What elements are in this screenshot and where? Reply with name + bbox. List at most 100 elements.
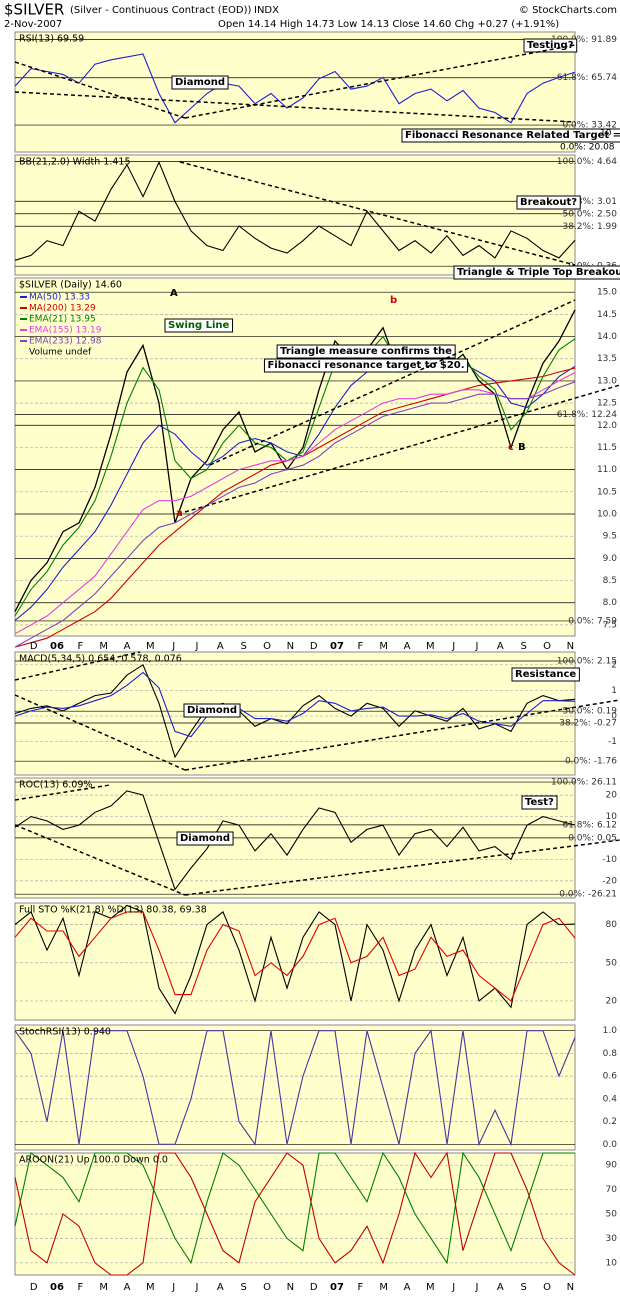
x-tick-label: F bbox=[77, 1282, 83, 1293]
x-tick-label: O bbox=[543, 1282, 551, 1293]
x-tick-label: D bbox=[310, 641, 318, 652]
series-line bbox=[14, 160, 576, 261]
x-tick-label: M bbox=[146, 641, 155, 652]
x-tick-label: D bbox=[30, 1282, 38, 1293]
annotation: Diamond bbox=[180, 833, 230, 844]
x-tick-label: A bbox=[217, 1282, 224, 1293]
annotation-box bbox=[263, 358, 469, 373]
panel-label: $SILVER (Daily) 14.60 bbox=[19, 280, 122, 291]
x-tick-label: N bbox=[567, 641, 574, 652]
x-tick-label: M bbox=[146, 1282, 155, 1293]
x-tick-label: A bbox=[124, 1282, 131, 1293]
annotation: a bbox=[176, 508, 183, 519]
y-tick-label: 14.5 bbox=[597, 310, 617, 320]
x-tick-label: A bbox=[404, 1282, 411, 1293]
x-tick-label: M bbox=[379, 1282, 388, 1293]
y-tick-label: 10.5 bbox=[597, 487, 617, 497]
y-tick-label: 50.0%: 2.50 bbox=[562, 209, 617, 219]
annotation: Breakout? bbox=[520, 197, 577, 208]
x-tick-label: 07 bbox=[330, 1282, 344, 1293]
y-tick-label: 10 bbox=[606, 1258, 618, 1268]
x-tick-label: J bbox=[171, 1282, 175, 1293]
y-tick-label: 1 bbox=[611, 686, 617, 696]
panel-label: AROON(21) Up 100.0 Down 0.0 bbox=[19, 1155, 168, 1166]
x-tick-label: J bbox=[475, 641, 479, 652]
y-tick-label: 0.0%: 33.42 bbox=[562, 121, 617, 131]
y-tick-label: 7.5 bbox=[603, 620, 617, 630]
x-tick-label: M bbox=[426, 1282, 435, 1293]
x-tick-label: A bbox=[217, 641, 224, 652]
trend-line bbox=[14, 824, 186, 896]
annotation-box bbox=[453, 265, 620, 280]
series-line bbox=[14, 335, 576, 617]
y-tick-label: 0.4 bbox=[603, 1094, 618, 1104]
annotation: Swing Line bbox=[168, 320, 230, 331]
y-tick-label: 70 bbox=[606, 1185, 618, 1195]
annotation: Diamond bbox=[187, 705, 237, 716]
y-tick-label: 90 bbox=[606, 1161, 618, 1171]
panel-label: MACD(5,34,5) 0.654, 0.578, 0.076 bbox=[19, 654, 182, 665]
series-line bbox=[14, 1029, 576, 1147]
y-tick-label: 1.0 bbox=[603, 1026, 618, 1036]
panel-background bbox=[14, 154, 576, 276]
y-tick-label: 10.0 bbox=[597, 510, 617, 520]
x-tick-label: N bbox=[567, 1282, 574, 1293]
trend-line bbox=[14, 694, 186, 771]
x-tick-label: 06 bbox=[50, 1282, 64, 1293]
annotation-box bbox=[511, 667, 580, 682]
y-tick-label: 61.8%: 12.24 bbox=[557, 410, 618, 420]
y-tick-label: 100.0%: 26.11 bbox=[551, 778, 617, 788]
y-tick-label: -20 bbox=[602, 876, 617, 886]
trend-line bbox=[209, 299, 576, 466]
y-tick-label: 13.5 bbox=[597, 354, 617, 364]
y-tick-label: 50 bbox=[606, 958, 618, 968]
panel-background bbox=[14, 651, 576, 776]
symbol: $SILVER bbox=[4, 1, 64, 19]
x-tick-label: S bbox=[520, 641, 526, 652]
annotation: Triangle & Triple Top Breakout? bbox=[457, 267, 620, 278]
exchange: INDX bbox=[254, 5, 279, 16]
y-tick-label: 0.0%: 0.05 bbox=[568, 833, 617, 843]
y-tick-label: 100.0%: 4.64 bbox=[557, 157, 618, 167]
trend-line bbox=[14, 91, 576, 123]
legend-entry: MA(50) 13.33 bbox=[29, 293, 90, 303]
annotation: B bbox=[518, 442, 526, 453]
annotation-box bbox=[171, 75, 229, 90]
panel-background bbox=[14, 1024, 576, 1151]
y-tick-label: 0.8 bbox=[603, 1049, 618, 1059]
y-tick-label: 30 bbox=[606, 1234, 618, 1244]
series-line bbox=[14, 358, 576, 621]
x-tick-label: F bbox=[357, 641, 363, 652]
y-tick-label: 10 bbox=[606, 812, 618, 822]
legend-entry: EMA(21) 13.95 bbox=[29, 315, 96, 325]
series-line bbox=[14, 381, 576, 648]
annotation: b bbox=[390, 295, 397, 306]
panel-label: RSI(13) 69.59 bbox=[19, 34, 84, 45]
y-tick-label: 0.0%: -1.76 bbox=[565, 757, 617, 767]
annotation: 10 bbox=[600, 129, 612, 139]
x-tick-label: 07 bbox=[330, 641, 344, 652]
y-tick-label: -1 bbox=[608, 737, 617, 747]
y-tick-label: 8.0 bbox=[603, 598, 618, 608]
y-tick-label: 38.2%: 1.99 bbox=[562, 222, 617, 232]
series-line bbox=[14, 1151, 576, 1276]
x-tick-label: A bbox=[497, 1282, 504, 1293]
panel-label: StochRSI(13) 0.940 bbox=[19, 1027, 111, 1038]
x-tick-label: D bbox=[30, 641, 38, 652]
x-tick-label: F bbox=[77, 641, 83, 652]
annotation: 0.0%: 20.08 bbox=[560, 143, 615, 153]
y-tick-label: 61.8%: 6.12 bbox=[562, 820, 617, 830]
trend-line bbox=[14, 651, 141, 681]
series-line bbox=[14, 372, 576, 635]
y-tick-label: 0.0 bbox=[603, 1140, 618, 1150]
y-tick-label: 20 bbox=[606, 791, 618, 801]
x-tick-label: J bbox=[451, 641, 455, 652]
x-tick-label: M bbox=[99, 1282, 108, 1293]
y-tick-label: 20 bbox=[606, 996, 618, 1006]
x-tick-label: J bbox=[195, 1282, 199, 1293]
trend-line bbox=[184, 384, 620, 513]
annotation: Resistance bbox=[515, 669, 576, 680]
y-tick-label: 100.0%: 2.15 bbox=[557, 656, 617, 666]
annotation: c bbox=[508, 442, 514, 453]
trend-line bbox=[184, 839, 620, 896]
